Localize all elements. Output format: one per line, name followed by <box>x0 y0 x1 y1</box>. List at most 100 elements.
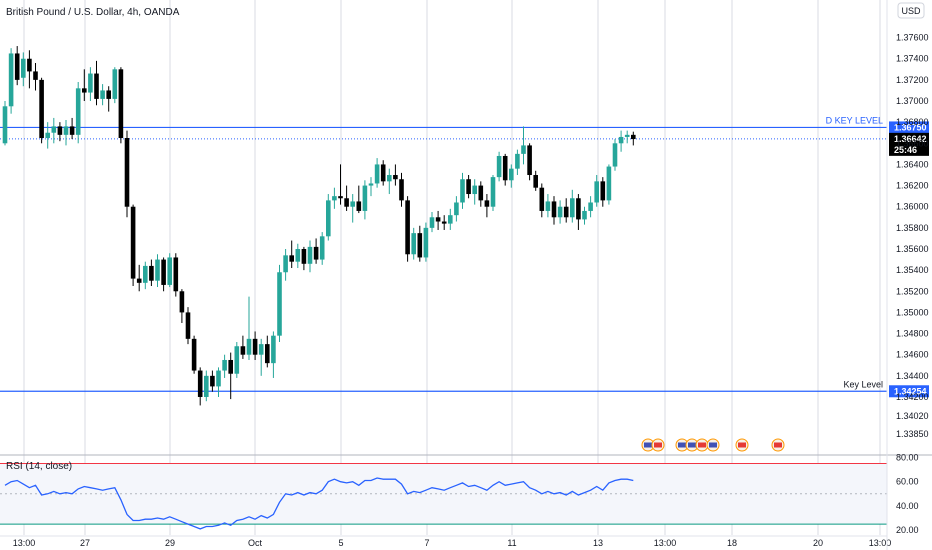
candlestick-series <box>2 46 636 406</box>
price-tick-label: 1.34200 <box>896 392 929 402</box>
candle-body <box>27 58 32 72</box>
x-tick-label: 13:00 <box>654 538 677 548</box>
rsi-line <box>4 477 634 530</box>
currency-button[interactable]: USD <box>897 2 925 19</box>
price-tick-label: 1.37400 <box>896 54 929 64</box>
candle-body <box>399 179 404 201</box>
key-levels: D KEY LEVEL 1.36750 Key Level 1.34254 1.3664… <box>0 115 929 398</box>
candle-body <box>429 217 435 228</box>
candle-body <box>490 177 496 207</box>
candle-body <box>374 164 380 184</box>
candle-body <box>362 185 368 211</box>
last-price-tag-bg <box>889 132 929 156</box>
chart-title: British Pound / U.S. Dollar, 4h, OANDA <box>6 7 180 18</box>
candle-body <box>21 58 26 78</box>
candle-body <box>228 359 233 374</box>
price-tick-label: 1.35400 <box>896 265 929 275</box>
candle-body <box>216 370 221 387</box>
candle-body <box>185 312 191 339</box>
candle-body <box>533 175 538 188</box>
candle-body <box>301 248 307 264</box>
candle-body <box>161 259 166 285</box>
economic-events <box>641 438 785 452</box>
currency-button-label: USD <box>901 6 921 16</box>
candle-body <box>94 73 99 99</box>
candle-body <box>167 257 172 285</box>
candle-body <box>69 126 75 135</box>
candle-body <box>265 344 270 364</box>
price-tick-label: 1.34400 <box>896 371 929 381</box>
candle-body <box>2 106 8 144</box>
candle-body <box>240 346 246 355</box>
candle-body <box>545 201 551 211</box>
candle-body <box>618 136 624 144</box>
candle-body <box>143 265 148 283</box>
candle-body <box>502 155 508 181</box>
candle-body <box>484 200 490 207</box>
candle-body <box>557 206 563 218</box>
candle-body <box>210 375 215 387</box>
price-tick-label: 1.36200 <box>896 181 929 191</box>
candle-body <box>277 272 282 336</box>
candle-body <box>173 257 179 292</box>
candle-body <box>405 200 410 255</box>
candle-body <box>313 246 319 260</box>
rsi-tick-label: 80.00 <box>896 452 919 462</box>
key-level-price-tag-bg <box>889 121 929 134</box>
candle-body <box>124 138 130 207</box>
candle-body <box>588 202 593 211</box>
candle-body <box>179 291 185 313</box>
candle-body <box>393 175 398 180</box>
price-tick-label: 1.37600 <box>896 33 929 43</box>
candle-body <box>51 126 57 133</box>
x-tick-label: 29 <box>165 538 175 548</box>
candle-body <box>466 179 471 195</box>
candle-body <box>472 185 477 195</box>
price-tick-label: 1.37000 <box>896 96 929 106</box>
rsi-tick-label: 20.00 <box>896 525 919 535</box>
event-flag-mark-icon <box>644 442 652 448</box>
candle-body <box>149 265 154 281</box>
price-tick-label: 1.35000 <box>896 307 929 317</box>
candle-body <box>63 126 69 135</box>
x-tick-label: 7 <box>424 538 429 548</box>
key-level-price-tag: 1.34254 <box>894 386 927 396</box>
candle-body <box>246 338 252 355</box>
price-tick-label: 1.35600 <box>896 244 929 254</box>
rsi-pane <box>0 462 887 530</box>
candle-body <box>106 90 111 99</box>
candle-body <box>515 153 520 169</box>
candle-body <box>112 69 118 99</box>
candle-body <box>454 202 459 216</box>
candle-body <box>326 200 331 237</box>
candle-body <box>509 168 514 181</box>
candle-body <box>197 370 203 397</box>
candle-body <box>441 221 447 224</box>
candle-body <box>496 155 502 178</box>
candle-body <box>130 206 136 279</box>
price-tick-label: 1.34800 <box>896 329 929 339</box>
x-tick-label: 27 <box>80 538 90 548</box>
candle-body <box>271 335 276 364</box>
event-flag-mark-icon <box>688 442 696 448</box>
candle-body <box>191 338 197 371</box>
event-flag-mark-icon <box>774 442 782 448</box>
candle-body <box>289 255 294 262</box>
rsi-band <box>0 463 887 525</box>
price-tick-label: 1.35200 <box>896 286 929 296</box>
candle-body <box>118 69 124 139</box>
rsi-tick-label: 60.00 <box>896 477 919 487</box>
candle-body <box>283 255 288 273</box>
candle-body <box>155 259 160 281</box>
candle-body <box>356 201 362 211</box>
rsi-label: RSI (14, close) <box>6 461 72 472</box>
key-level-price-tag: 1.36750 <box>894 122 927 132</box>
candle-body <box>435 217 441 222</box>
candle-body <box>57 126 63 135</box>
candle-body <box>527 145 532 176</box>
candle-body <box>563 206 569 218</box>
candle-body <box>612 143 618 167</box>
key-level-label: D KEY LEVEL <box>826 115 883 125</box>
